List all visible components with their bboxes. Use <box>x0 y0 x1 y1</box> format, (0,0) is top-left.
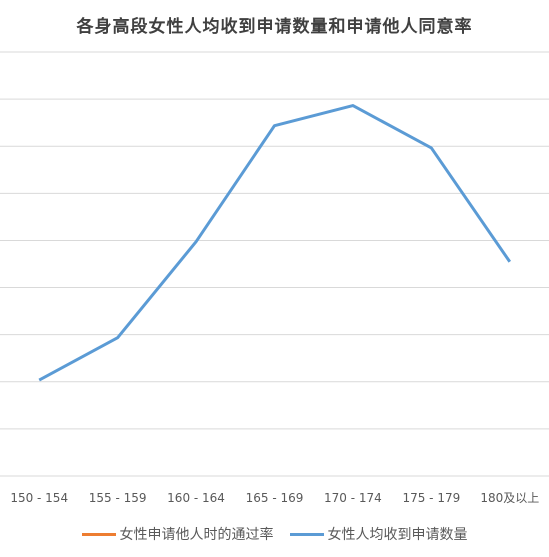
chart-title: 各身高段女性人均收到申请数量和申请他人同意率 <box>76 17 473 37</box>
x-tick-label: 150 - 154 <box>10 491 68 505</box>
x-tick-label: 155 - 159 <box>89 491 147 505</box>
legend-item: 女性申请他人时的通过率 <box>81 524 274 544</box>
legend-item: 女性人均收到申请数量 <box>289 524 468 544</box>
legend: 女性申请他人时的通过率 女性人均收到申请数量 <box>0 522 549 546</box>
gridlines <box>0 51 549 477</box>
x-axis-ticks: 150 - 154 155 - 159 160 - 164 165 - 169 170 … <box>10 491 539 505</box>
x-tick-label: 165 - 169 <box>246 491 304 505</box>
legend-swatch <box>289 532 324 536</box>
x-tick-label: 175 - 179 <box>402 491 460 505</box>
x-tick-label: 170 - 174 <box>324 491 382 505</box>
legend-label: 女性申请他人时的通过率 <box>119 527 274 543</box>
series-line-avg-applications <box>38 104 512 382</box>
x-tick-label: 180及以上 <box>480 491 539 505</box>
legend-label: 女性人均收到申请数量 <box>327 527 468 543</box>
x-tick-label: 160 - 164 <box>167 491 225 505</box>
legend-swatch <box>81 532 116 536</box>
series-lines <box>38 104 512 382</box>
